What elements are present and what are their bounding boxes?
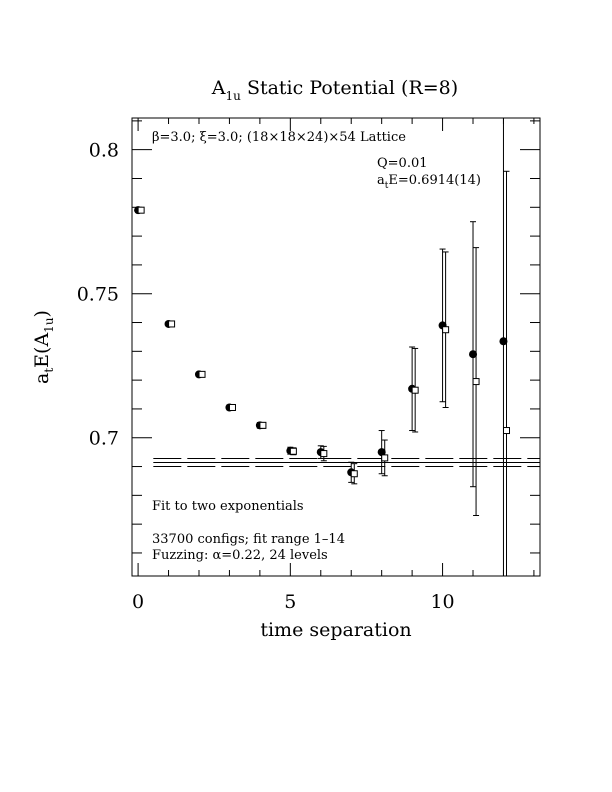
y-tick-label: 0.75 <box>77 284 119 306</box>
data-point-square <box>228 403 236 411</box>
axis-tick-labels: 0 5 10 0.7 0.75 0.8 <box>77 140 455 613</box>
data-series <box>134 118 511 576</box>
data-point-square <box>442 326 450 334</box>
data-point-square <box>503 427 511 435</box>
q-value-annotation: Q=0.01 <box>377 156 428 171</box>
plot-frame <box>131 117 541 577</box>
data-point <box>377 448 386 457</box>
configs-note: 33700 configs; fit range 1–14 <box>152 532 345 547</box>
data-point-square <box>168 320 176 328</box>
energy-annotation: atE=0.6914(14) <box>377 173 481 191</box>
data-point-square <box>411 386 419 394</box>
chart-title: A1u Static Potential (R=8) <box>211 77 458 103</box>
data-point <box>469 350 478 359</box>
data-point-square <box>472 378 480 386</box>
data-point-square <box>259 421 267 429</box>
axis-ticks <box>132 118 540 576</box>
lattice-annotation: β=3.0; ξ=3.0; (18×18×24)×54 Lattice <box>152 130 406 145</box>
y-tick-label: 0.7 <box>89 428 119 450</box>
fit-note: Fit to two exponentials <box>152 499 304 514</box>
x-tick-label: 5 <box>284 591 296 613</box>
fit-band-lines <box>153 457 540 468</box>
y-tick-label: 0.8 <box>89 140 119 162</box>
y-axis-label: atE(A1u) <box>31 310 56 384</box>
data-point-square <box>381 454 389 462</box>
fuzzing-note: Fuzzing: α=0.22, 24 levels <box>152 548 328 563</box>
data-point-square <box>320 450 328 458</box>
data-point-square <box>198 370 206 378</box>
x-tick-label: 10 <box>430 591 454 613</box>
data-point-square <box>137 206 145 214</box>
x-tick-label: 0 <box>132 591 144 613</box>
data-point-square <box>289 447 297 455</box>
x-axis-label: time separation <box>260 619 411 641</box>
data-point <box>499 337 508 346</box>
series-open-squares <box>137 170 511 576</box>
data-point-square <box>350 470 358 478</box>
